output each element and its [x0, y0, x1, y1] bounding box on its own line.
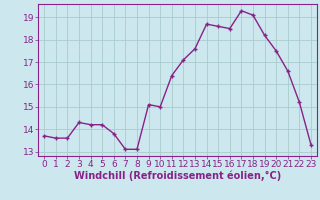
X-axis label: Windchill (Refroidissement éolien,°C): Windchill (Refroidissement éolien,°C) [74, 171, 281, 181]
